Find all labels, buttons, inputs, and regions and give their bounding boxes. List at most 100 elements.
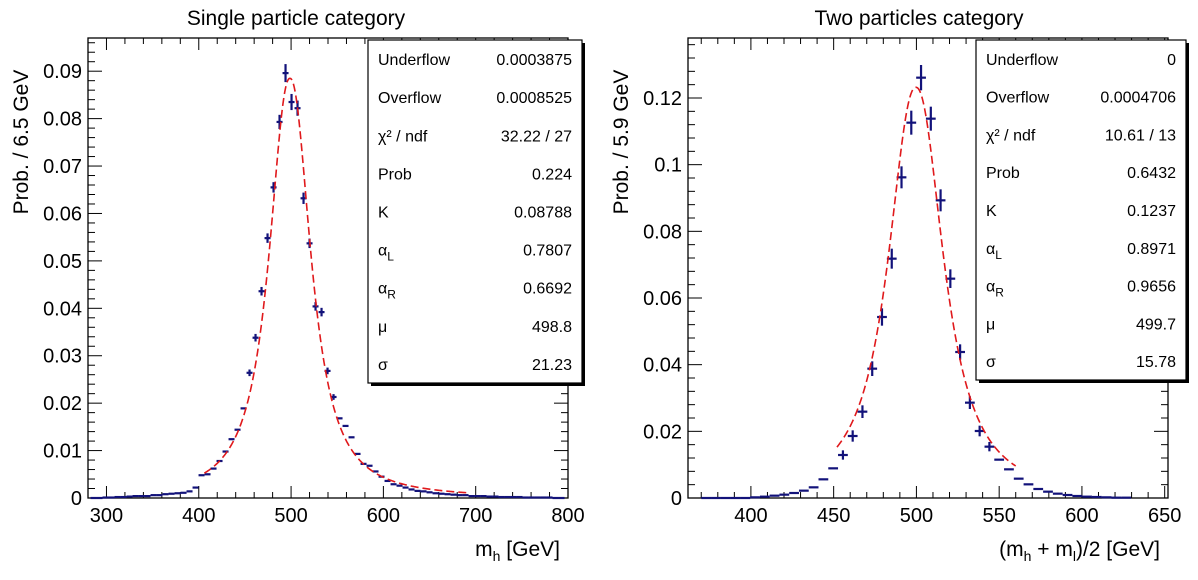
left-x-tick-label: 300 (90, 505, 123, 527)
right-data-point (847, 430, 858, 442)
right-stats-value: 0.0004706 (1100, 90, 1176, 107)
left-data-point (318, 307, 325, 317)
left-stats-value: 0.0003875 (496, 52, 572, 69)
left-data-point (264, 233, 271, 243)
right-stats-label: K (986, 203, 997, 220)
right-y-tick-label: 0.04 (643, 355, 682, 377)
left-x-axis-label-sub: h (493, 548, 501, 564)
right-stats-value: 10.61 / 13 (1105, 127, 1176, 144)
left-y-tick-label: 0.09 (43, 61, 82, 83)
left-stats-value: 0.0008525 (496, 90, 572, 107)
left-y-tick-label: 0.06 (43, 203, 82, 225)
left-fit-curve (203, 77, 467, 494)
right-stats-label: Overflow (986, 90, 1050, 107)
left-stats-label: αL (378, 243, 394, 264)
right-stats-value: 0 (1167, 52, 1176, 69)
left-stats-value: 32.22 / 27 (501, 128, 572, 145)
right-data-point (916, 65, 926, 91)
right-x-tick-label: 600 (1065, 505, 1098, 527)
right-stats-value: 0.8971 (1127, 241, 1176, 258)
left-stats-label: Prob (378, 166, 412, 183)
right-x-axis-label: (mh + ml)/2 [GeV] (999, 538, 1160, 564)
left-y-tick-label: 0.01 (43, 441, 82, 463)
left-y-tick-label: 0.03 (43, 346, 82, 368)
right-y-tick-label: 0.02 (643, 421, 682, 443)
right-data-point (867, 361, 878, 376)
left-x-tick-label: 400 (182, 505, 215, 527)
left-stats-value: 498.8 (532, 319, 572, 336)
left-x-axis-label-main: m (475, 538, 493, 561)
right-y-tick-label: 0.1 (654, 155, 682, 177)
right-data-point (935, 189, 946, 212)
left-y-tick-label: 0.05 (43, 251, 82, 273)
left-stats-label: μ (378, 319, 387, 336)
right-data-point (877, 308, 887, 326)
left-data-point (288, 93, 295, 111)
right-data-point (955, 344, 965, 360)
left-stats-label: αR (378, 281, 396, 302)
right-x-tick-label: 450 (817, 505, 850, 527)
left-chart-title: Single particle category (187, 7, 406, 30)
left-stats-value: 0.224 (532, 166, 572, 183)
right-stats-label: σ (986, 354, 996, 371)
right-y-tick-label: 0.12 (643, 88, 682, 110)
right-stats-label: Underflow (986, 52, 1058, 69)
right-data-point (925, 106, 936, 131)
left-y-tick-label: 0.08 (43, 109, 82, 131)
left-x-axis-label-tail: [GeV] (500, 538, 560, 561)
right-stats-box (975, 39, 1187, 381)
left-y-tick-label: 0.07 (43, 156, 82, 178)
left-x-tick-label: 700 (459, 505, 492, 527)
left-stats-label: Underflow (378, 52, 450, 69)
left-chart-panel: Single particle category Prob. / 6.5 GeV… (10, 7, 585, 564)
right-stats-label: χ² / ndf (986, 127, 1036, 144)
right-y-tick-label: 0.08 (643, 221, 682, 243)
left-stats-label: K (378, 205, 389, 222)
left-x-tick-label: 800 (551, 505, 584, 527)
right-x-tick-label: 550 (982, 505, 1015, 527)
right-x-axis-label-tail: )/2 [GeV] (1076, 538, 1160, 561)
right-x-axis-label-sub: h (1024, 548, 1032, 564)
right-stats-label: αR (986, 279, 1004, 300)
right-x-axis-label-sub2: l (1073, 548, 1076, 564)
right-data-point (906, 110, 917, 135)
right-stats-value: 0.6432 (1127, 165, 1176, 182)
right-y-axis-label: Prob. / 5.9 GeV (610, 70, 633, 215)
left-stats-value: 0.6692 (523, 281, 572, 298)
left-data-point (282, 64, 289, 83)
right-fit-curve (836, 86, 1017, 467)
right-chart-title: Two particles category (815, 7, 1024, 30)
right-x-axis-label-main: (m (999, 538, 1024, 561)
right-data-point (857, 405, 868, 418)
right-y-tick-label: 0.06 (643, 288, 682, 310)
left-data-point (252, 333, 259, 342)
right-x-tick-label: 400 (734, 505, 767, 527)
right-stats-value: 0.9656 (1127, 279, 1176, 296)
right-data-point (838, 450, 848, 460)
right-chart-panel: Two particles category Prob. / 5.9 GeV (… (610, 7, 1189, 564)
left-x-tick-label: 500 (274, 505, 307, 527)
right-data-point (984, 442, 995, 452)
left-x-axis-label: mh [GeV] (475, 538, 560, 564)
right-stats-value: 0.1237 (1127, 203, 1176, 220)
left-data-point (258, 286, 265, 296)
right-data-point (974, 425, 985, 437)
right-y-tick-label: 0 (671, 488, 682, 510)
left-stats-label: σ (378, 357, 388, 374)
left-x-tick-label: 600 (367, 505, 400, 527)
left-stats-value: 0.08788 (514, 205, 572, 222)
right-x-tick-label: 650 (1148, 505, 1181, 527)
left-stats-value: 21.23 (532, 357, 572, 374)
left-y-tick-label: 0.04 (43, 298, 82, 320)
right-stats-label: Prob (986, 165, 1020, 182)
right-stats-value: 499.7 (1136, 316, 1176, 333)
left-y-axis-label: Prob. / 6.5 GeV (10, 70, 33, 215)
left-y-tick-label: 0 (71, 488, 82, 510)
left-y-tick-label: 0.02 (43, 393, 82, 415)
left-stats-label: Overflow (378, 90, 442, 107)
left-stats-value: 0.7807 (523, 243, 572, 260)
left-data-point (246, 369, 253, 377)
right-x-axis-label-mid: + m (1031, 538, 1072, 561)
